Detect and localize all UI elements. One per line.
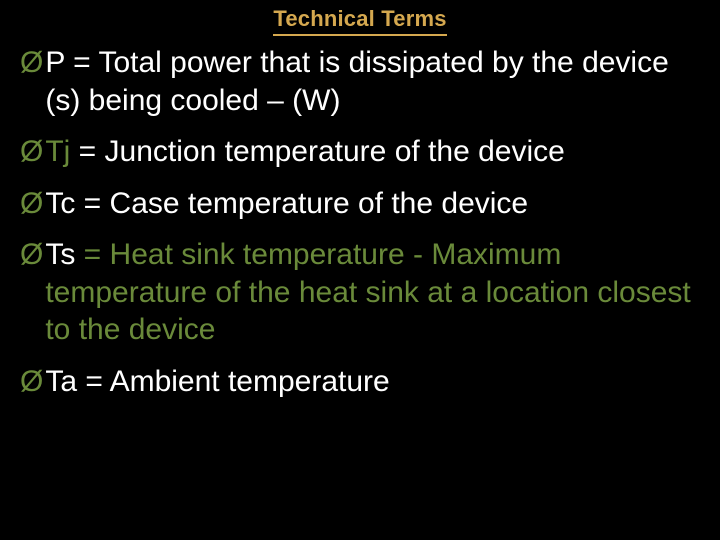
term-symbol: Tj	[45, 135, 70, 168]
term-text: P = Total power that is dissipated by th…	[45, 44, 700, 119]
term-definition: = Case temperature of the device	[75, 187, 528, 220]
term-item: ØTj = Junction temperature of the device	[20, 133, 700, 171]
term-text: Ta = Ambient temperature	[45, 363, 389, 401]
term-item: ØP = Total power that is dissipated by t…	[20, 44, 700, 119]
term-text: Ts = Heat sink temperature - Maximum tem…	[45, 236, 700, 349]
term-item: ØTc = Case temperature of the device	[20, 185, 700, 223]
term-item: ØTs = Heat sink temperature - Maximum te…	[20, 236, 700, 349]
bullet-icon: Ø	[20, 363, 43, 401]
term-definition: = Ambient temperature	[77, 365, 390, 398]
bullet-icon: Ø	[20, 44, 43, 82]
term-symbol: Tc	[45, 187, 75, 220]
term-definition: = Junction temperature of the device	[70, 135, 564, 168]
term-symbol: Ta	[45, 365, 77, 398]
term-symbol: Ts	[45, 238, 75, 271]
bullet-icon: Ø	[20, 236, 43, 274]
term-text: Tj = Junction temperature of the device	[45, 133, 564, 171]
bullet-icon: Ø	[20, 185, 43, 223]
slide-title: Technical Terms	[273, 6, 446, 36]
term-item: ØTa = Ambient temperature	[20, 363, 700, 401]
bullet-icon: Ø	[20, 133, 43, 171]
term-definition: = Heat sink temperature - Maximum temper…	[45, 238, 690, 346]
title-container: Technical Terms	[0, 0, 720, 36]
term-symbol: P	[45, 46, 64, 79]
terms-list: ØP = Total power that is dissipated by t…	[0, 36, 720, 400]
term-definition: = Total power that is dissipated by the …	[45, 46, 668, 117]
slide: Technical Terms ØP = Total power that is…	[0, 0, 720, 540]
term-text: Tc = Case temperature of the device	[45, 185, 528, 223]
